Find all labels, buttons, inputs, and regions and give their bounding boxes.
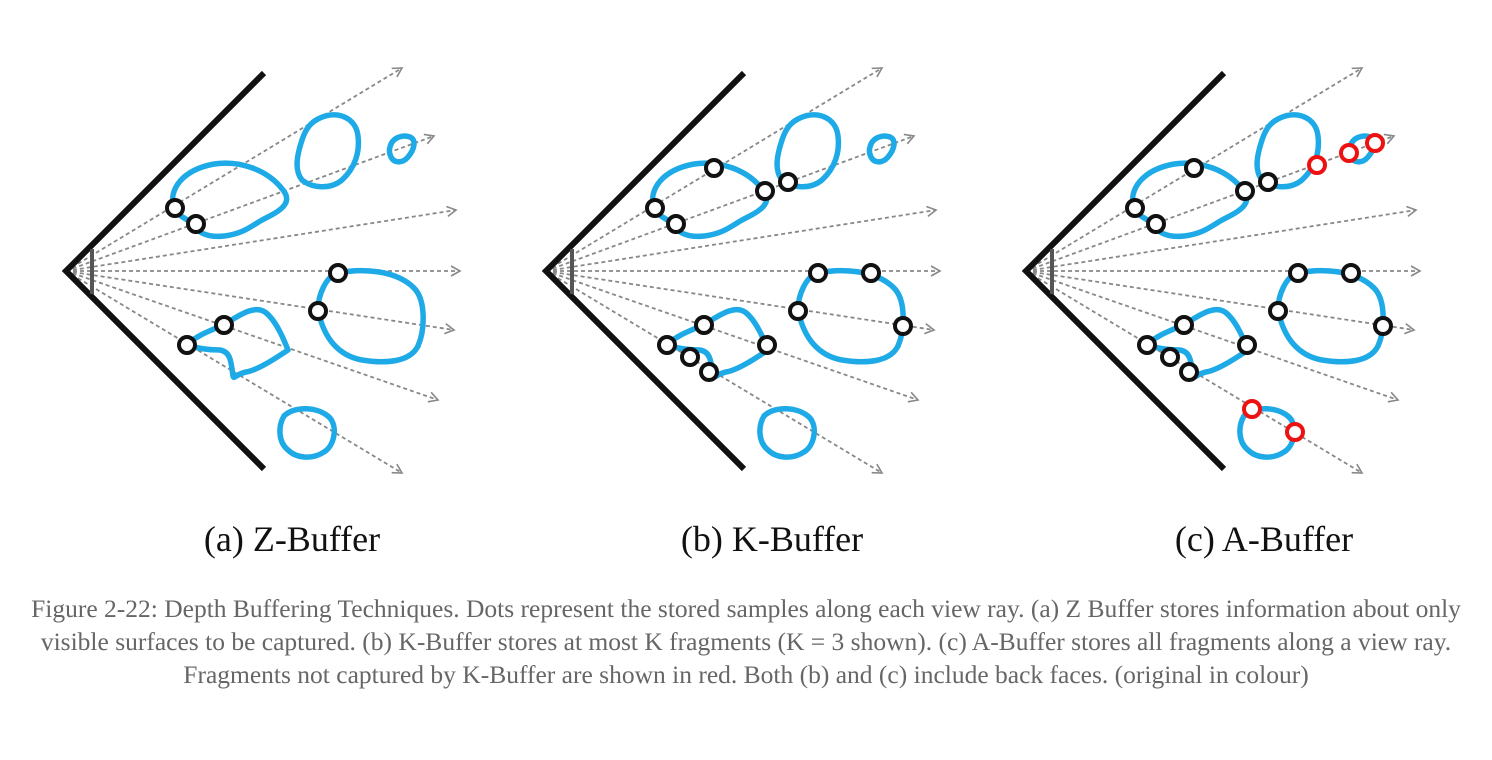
sample-dot xyxy=(328,263,348,283)
sample-dot xyxy=(1179,362,1199,382)
sample-dot xyxy=(1160,347,1180,367)
uncaptured-sample-dot xyxy=(1365,133,1385,153)
sample-dot xyxy=(1174,315,1194,335)
sample-dot xyxy=(1373,316,1393,336)
sample-dot xyxy=(788,301,808,321)
samples xyxy=(1125,158,1393,382)
sample-dot xyxy=(757,335,777,355)
panel-k-buffer xyxy=(546,68,940,473)
panel-label-a: (a) Z-Buffer xyxy=(203,519,381,559)
sample-dot xyxy=(1137,335,1157,355)
sample-dot xyxy=(308,301,328,321)
samples xyxy=(645,158,913,382)
sample-dot xyxy=(1258,172,1278,192)
samples xyxy=(165,198,348,355)
sample-dot xyxy=(666,214,686,234)
sample-dot xyxy=(1125,198,1145,218)
sample-dot xyxy=(1235,181,1255,201)
sample-dot xyxy=(1288,263,1308,283)
uncaptured-samples xyxy=(1242,133,1385,442)
depth-buffer-diagram xyxy=(0,0,1492,510)
sample-dot xyxy=(699,362,719,382)
sample-dot xyxy=(778,172,798,192)
sample-dot xyxy=(1184,158,1204,178)
sample-dot xyxy=(694,315,714,335)
sample-dot xyxy=(1268,301,1288,321)
sample-dot xyxy=(645,198,665,218)
sample-dot xyxy=(1237,335,1257,355)
panel-z-buffer xyxy=(66,68,460,473)
sample-dot xyxy=(680,347,700,367)
sample-dot xyxy=(1146,214,1166,234)
uncaptured-sample-dot xyxy=(1339,143,1359,163)
sample-dot xyxy=(177,335,197,355)
panel-label-b: (b) K-Buffer xyxy=(680,519,864,559)
uncaptured-sample-dot xyxy=(1285,422,1305,442)
uncaptured-sample-dot xyxy=(1242,399,1262,419)
sample-dot xyxy=(893,316,913,336)
panel-a-buffer xyxy=(1026,68,1420,473)
sample-dot xyxy=(755,181,775,201)
figure-caption: Figure 2-22: Depth Buffering Techniques.… xyxy=(31,594,1461,689)
sample-dot xyxy=(1341,263,1361,283)
sample-dot xyxy=(808,263,828,283)
uncaptured-sample-dot xyxy=(1307,155,1327,175)
sample-dot xyxy=(861,263,881,283)
sample-dot xyxy=(214,315,234,335)
sample-dot xyxy=(657,335,677,355)
sample-dot xyxy=(165,198,185,218)
sample-dot xyxy=(186,214,206,234)
sample-dot xyxy=(704,158,724,178)
panel-label-c: (c) A-Buffer xyxy=(1174,519,1354,559)
